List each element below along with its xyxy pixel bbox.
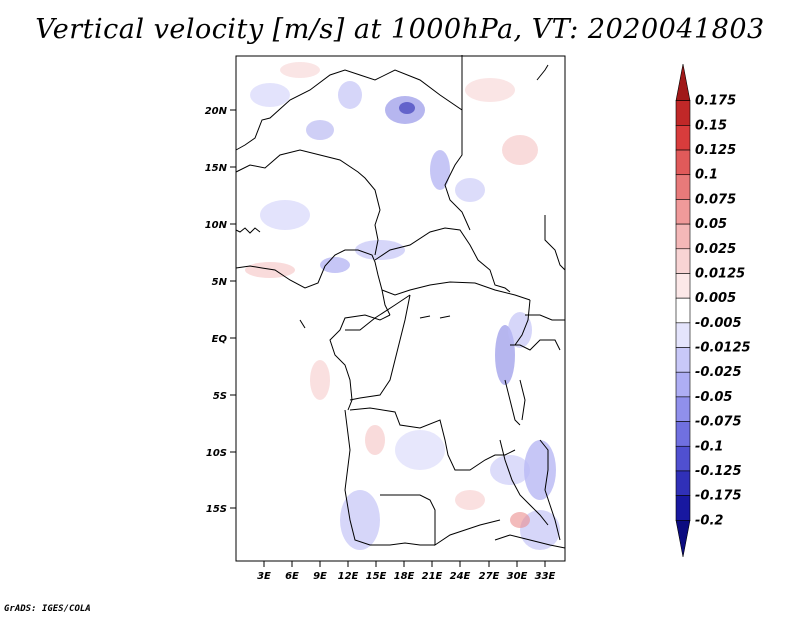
lon-tick-label: 18E — [394, 571, 415, 582]
lat-tick-label: 10S — [206, 448, 227, 459]
colorbar-swatch — [675, 297, 691, 324]
lon-tick-label: 6E — [285, 571, 299, 582]
colorbar-label: 0.0125 — [695, 266, 745, 281]
colorbar-label: 0.005 — [695, 291, 736, 306]
lat-tick-labels: 20N 15N 10N 5N EQ 5S 10S 15S — [205, 106, 228, 515]
colorbar-label: -0.075 — [695, 415, 742, 430]
colorbar-swatch — [675, 520, 691, 558]
country-borders — [235, 55, 566, 549]
lon-tick-label: 27E — [479, 571, 500, 582]
colorbar-swatch — [675, 421, 691, 447]
colorbar-swatch — [675, 100, 691, 126]
map-title: Vertical velocity [m/s] at 1000hPa, VT: … — [35, 14, 765, 45]
colorbar-label: 0.025 — [695, 242, 736, 257]
lon-tick-label: 21E — [422, 571, 443, 582]
colorbar-swatch — [675, 223, 691, 250]
lon-tick-labels: 3E 6E 9E 12E 15E 18E 21E 24E 27E 30E 33E — [257, 571, 555, 582]
colorbar-swatch — [675, 396, 691, 422]
colorbar-swatch — [675, 495, 691, 521]
lat-tick-label: 20N — [205, 106, 228, 117]
colorbar-label: -0.005 — [695, 316, 742, 331]
lon-tick-label: 3E — [257, 571, 271, 582]
colorbar-swatch — [675, 63, 691, 101]
colorbar-label: -0.2 — [695, 513, 723, 528]
colorbar-swatch — [675, 149, 691, 176]
lat-tick-label: EQ — [212, 334, 228, 345]
lat-axis — [230, 109, 236, 509]
colorbar-label: 0.15 — [695, 118, 727, 133]
colorbar-label: -0.125 — [695, 464, 742, 479]
colorbar-swatch — [675, 445, 691, 472]
lon-tick-label: 12E — [338, 571, 359, 582]
lat-tick-label: 5N — [212, 277, 228, 288]
colorbar-swatch — [675, 371, 691, 398]
colorbar: 0.175 0.15 0.125 0.1 0.075 0.05 0.025 0.0125 0.0… — [675, 63, 751, 558]
colorbar-label: 0.125 — [695, 143, 736, 158]
lat-tick-label: 10N — [205, 220, 228, 231]
colorbar-label: 0.175 — [695, 94, 736, 109]
colorbar-swatch — [675, 470, 691, 496]
lon-tick-label: 15E — [366, 571, 387, 582]
colorbar-label: 0.075 — [695, 192, 736, 207]
grads-credit: GrADS: IGES/COLA — [4, 604, 91, 614]
lon-tick-label: 30E — [507, 571, 528, 582]
colorbar-label: -0.05 — [695, 390, 732, 405]
colorbar-swatch — [675, 174, 691, 200]
plot-area: 20N 15N 10N 5N EQ 5S 10S 15S 3E 6E 9E — [205, 55, 566, 582]
lon-tick-label: 33E — [535, 571, 556, 582]
lon-tick-label: 24E — [450, 571, 471, 582]
colorbar-label: 0.05 — [695, 217, 727, 232]
colorbar-swatch — [675, 199, 691, 225]
colorbar-swatch — [675, 322, 691, 348]
colorbar-label: 0.1 — [695, 168, 718, 183]
colorbar-label: -0.175 — [695, 489, 742, 504]
lat-tick-label: 15N — [205, 163, 228, 174]
colorbar-label: -0.1 — [695, 439, 723, 454]
velocity-field — [245, 62, 560, 550]
lon-tick-label: 9E — [313, 571, 327, 582]
lat-tick-label: 15S — [206, 504, 227, 515]
colorbar-swatch — [675, 347, 691, 373]
colorbar-label: -0.025 — [695, 365, 742, 380]
colorbar-swatch — [675, 248, 691, 274]
colorbar-swatch — [675, 273, 691, 299]
lat-tick-label: 5S — [213, 391, 227, 402]
colorbar-label: -0.0125 — [695, 341, 751, 356]
lon-axis — [263, 561, 546, 567]
colorbar-swatch — [675, 125, 691, 151]
